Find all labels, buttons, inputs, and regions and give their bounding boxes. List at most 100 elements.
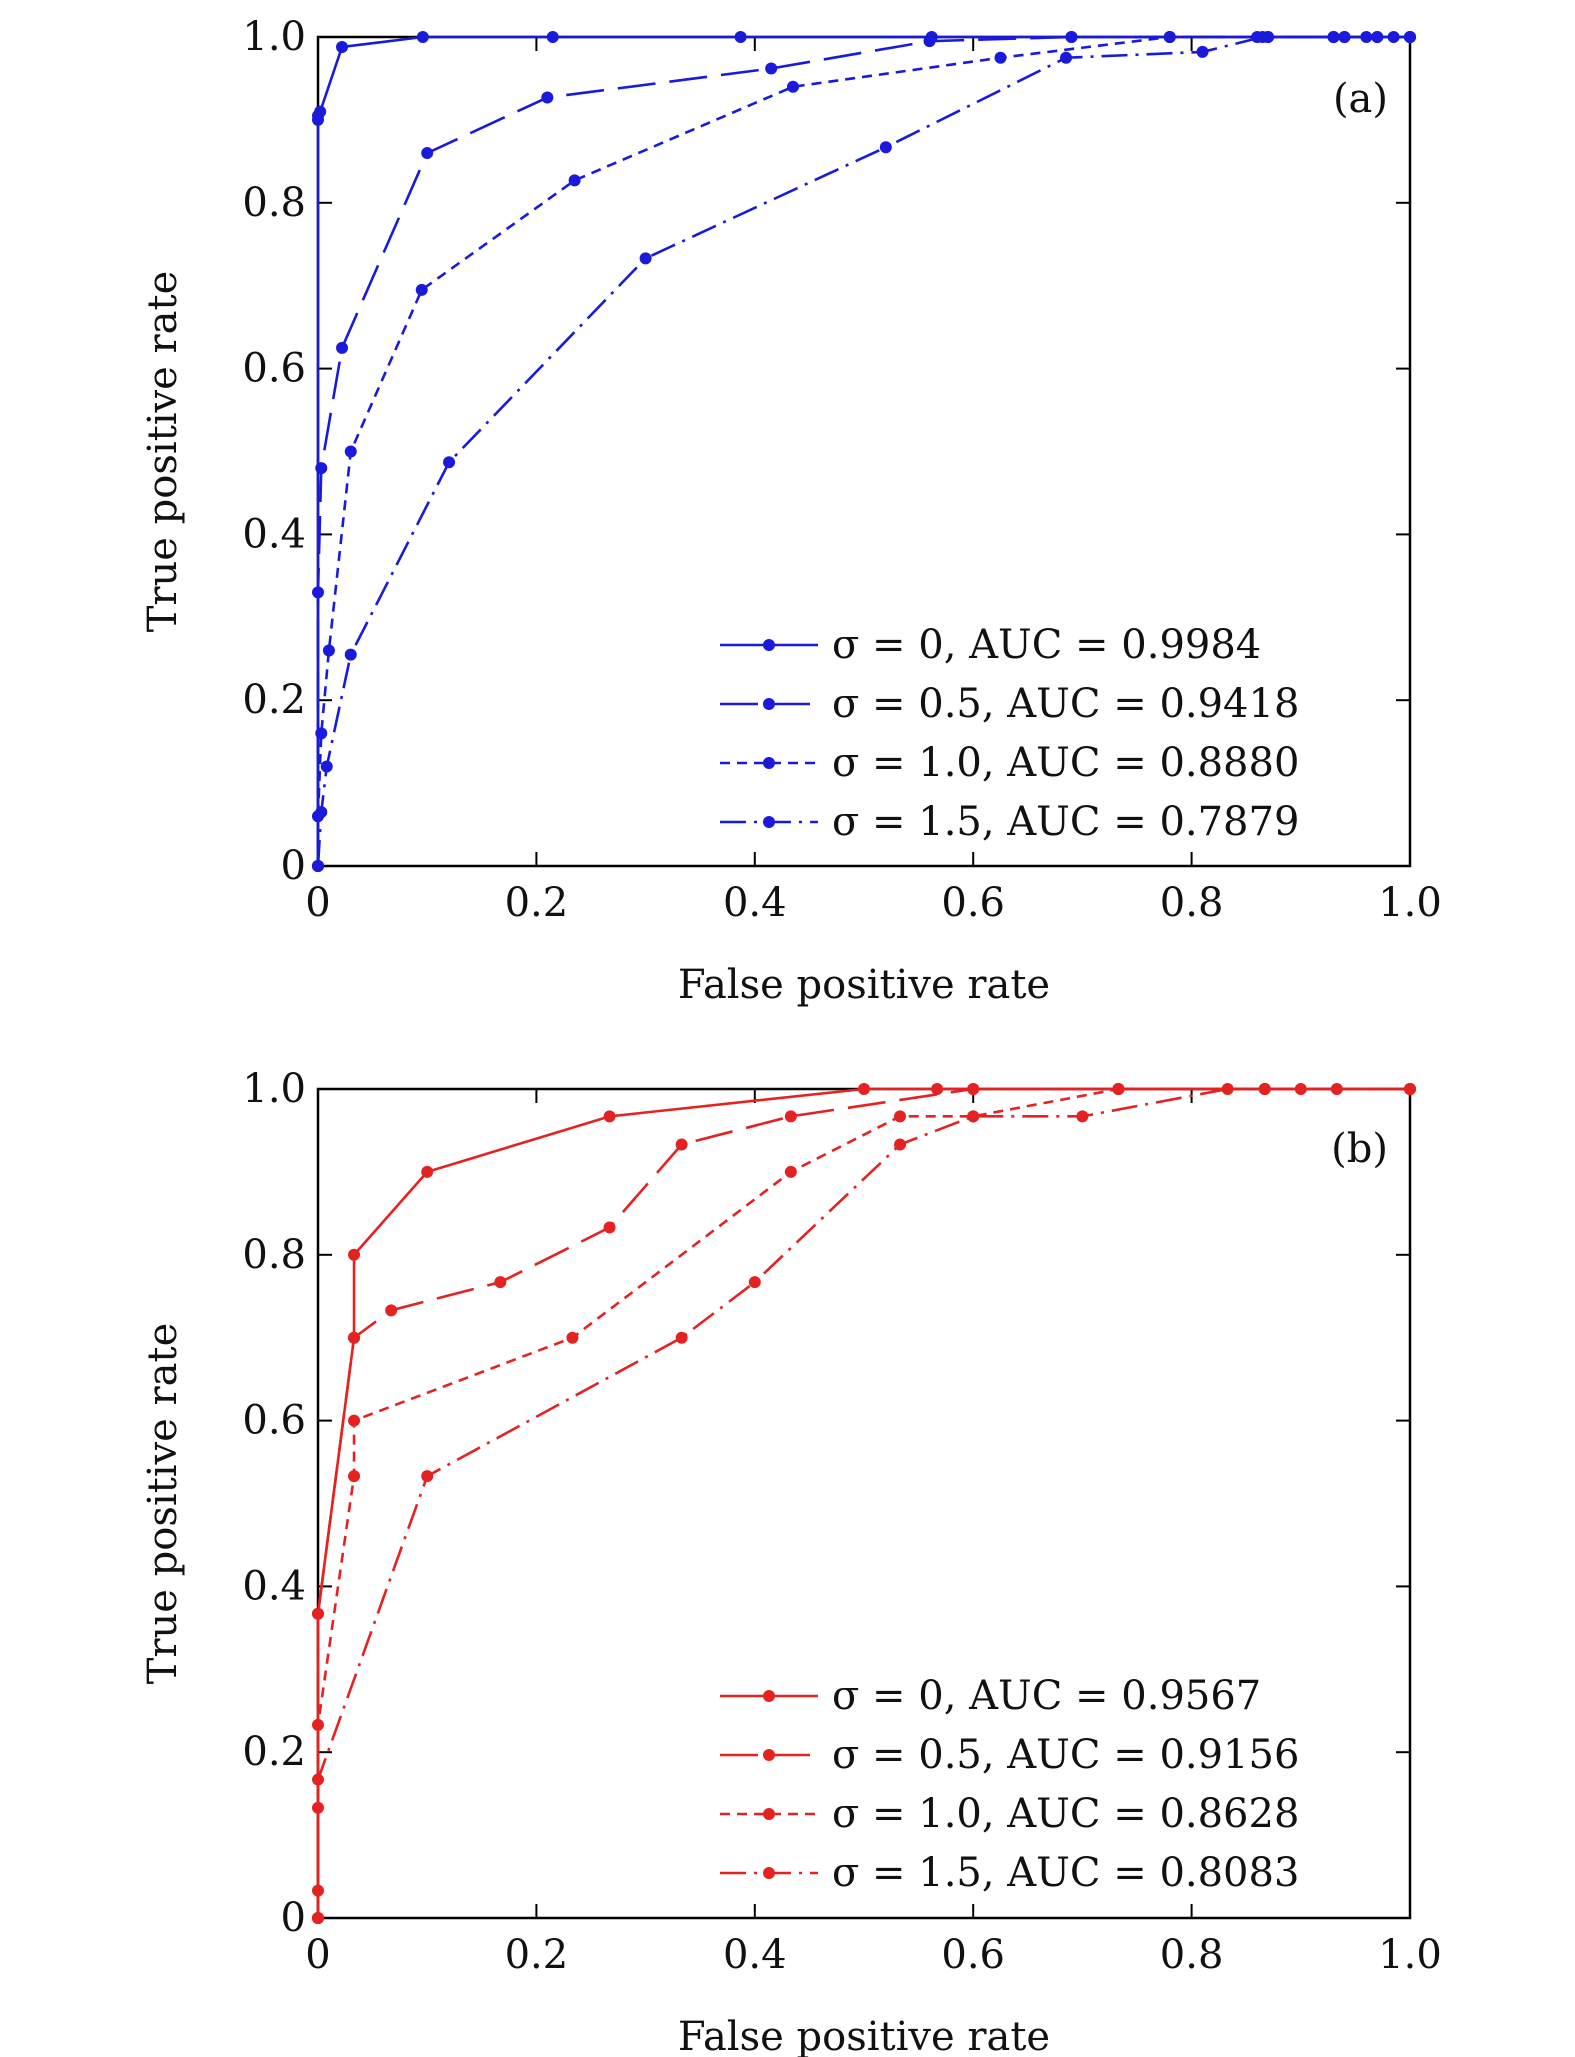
data-point — [1065, 31, 1078, 43]
data-point — [546, 31, 559, 43]
data-point — [748, 1276, 761, 1289]
data-point — [1163, 31, 1176, 43]
data-point — [541, 91, 554, 104]
data-point — [765, 62, 778, 75]
data-point — [1294, 1083, 1307, 1095]
y-tick-label: 1.0 — [242, 1066, 306, 1112]
data-point — [931, 1083, 944, 1095]
data-point — [312, 586, 324, 599]
data-point — [1221, 1083, 1234, 1095]
data-point — [603, 1221, 616, 1234]
series-line — [316, 35, 1410, 867]
data-point — [315, 727, 328, 740]
data-point — [494, 1276, 507, 1289]
data-point — [1256, 31, 1269, 43]
x-tick-label: 0.2 — [505, 880, 569, 926]
x-tick-label: 0.6 — [941, 1932, 1005, 1978]
legend-entry: σ = 1.5, AUC = 0.8083 — [720, 1850, 1299, 1896]
data-point — [923, 35, 936, 48]
legend-marker — [763, 1808, 775, 1820]
data-point — [639, 252, 652, 265]
data-point — [314, 105, 327, 118]
legend-marker — [763, 1867, 775, 1879]
data-point — [1060, 51, 1073, 64]
data-point — [344, 445, 357, 458]
y-axis-label: True positive rate — [140, 271, 186, 633]
data-point — [336, 40, 349, 53]
x-tick-label: 0 — [305, 880, 330, 926]
legend-entry: σ = 0, AUC = 0.9567 — [720, 1673, 1261, 1719]
data-point — [603, 1110, 616, 1123]
legend-entry: σ = 0.5, AUC = 0.9418 — [720, 681, 1299, 727]
data-point — [421, 1165, 434, 1178]
y-tick-label: 0.6 — [242, 1398, 306, 1444]
data-point — [348, 1414, 361, 1427]
panel-b: 0 0.2 0.4 0.6 0.8 1.0 0 0.2 0.4 0.6 0.8 1.0 False po… — [140, 1066, 1442, 2057]
data-point — [385, 1304, 398, 1317]
data-point — [348, 1248, 361, 1261]
data-point — [312, 1912, 324, 1924]
series-3 — [312, 1083, 1416, 1924]
data-point — [675, 1331, 688, 1344]
x-tick-label: 0.8 — [1160, 880, 1224, 926]
x-axis-label: False positive rate — [678, 962, 1050, 1008]
data-point — [1196, 45, 1209, 58]
y-tick-label: 0.4 — [242, 1563, 306, 1609]
series-3 — [312, 31, 1416, 872]
data-point — [734, 31, 747, 43]
legend-label: σ = 1.5, AUC = 0.8083 — [832, 1850, 1299, 1896]
data-point — [415, 283, 428, 296]
legend-label: σ = 0, AUC = 0.9567 — [832, 1673, 1261, 1719]
legend-entry: σ = 1.0, AUC = 0.8880 — [720, 740, 1299, 786]
data-point — [315, 462, 328, 475]
y-tick-label: 0.4 — [242, 511, 306, 557]
x-tick-label: 0 — [305, 1932, 330, 1978]
legend-label: σ = 1.0, AUC = 0.8880 — [832, 740, 1299, 786]
legend-marker — [763, 1690, 775, 1702]
x-tick-label: 0.8 — [1160, 1932, 1224, 1978]
data-point — [312, 1884, 324, 1897]
data-point — [858, 1083, 870, 1095]
legend-marker — [763, 816, 775, 828]
legend-marker — [763, 757, 775, 769]
data-point — [344, 648, 357, 661]
x-tick-label: 1.0 — [1378, 880, 1442, 926]
data-point — [312, 1773, 324, 1786]
data-point — [967, 1083, 980, 1095]
legend-marker — [763, 639, 775, 651]
legend-marker — [763, 1749, 775, 1761]
legend-entry: σ = 1.5, AUC = 0.7879 — [720, 799, 1299, 845]
data-point — [784, 1165, 797, 1178]
data-point — [315, 806, 328, 819]
data-point — [416, 31, 429, 43]
x-tick-label: 0.4 — [723, 880, 787, 926]
panel-tag: (a) — [1333, 76, 1388, 122]
data-point — [1076, 1110, 1089, 1123]
data-point — [784, 1110, 797, 1123]
data-point — [566, 1331, 579, 1344]
data-point — [894, 1138, 907, 1151]
legend-entry: σ = 1.0, AUC = 0.8628 — [720, 1791, 1299, 1837]
data-point — [322, 644, 335, 657]
y-tick-label: 0 — [281, 1895, 306, 1941]
legend-label: σ = 1.0, AUC = 0.8628 — [832, 1791, 1299, 1837]
data-point — [675, 1138, 688, 1151]
data-point — [1360, 31, 1373, 43]
y-tick-label: 1.0 — [242, 14, 306, 60]
legend-label: σ = 1.5, AUC = 0.7879 — [832, 799, 1299, 845]
data-point — [421, 1470, 434, 1483]
data-point — [967, 1110, 980, 1123]
panel-a: 0 0.2 0.4 0.6 0.8 1.0 0 0.2 0.4 0.6 0.8 1.0 False po… — [140, 14, 1442, 1008]
legend-entry: σ = 0.5, AUC = 0.9156 — [720, 1732, 1299, 1778]
legend-marker — [763, 698, 775, 710]
legend-label: σ = 0.5, AUC = 0.9418 — [832, 681, 1299, 727]
y-tick-label: 0.8 — [242, 180, 306, 226]
data-point — [421, 147, 434, 160]
data-point — [1404, 1083, 1416, 1095]
data-point — [336, 341, 349, 354]
data-point — [879, 141, 892, 154]
y-tick-label: 0.2 — [242, 1729, 306, 1775]
x-tick-label: 1.0 — [1378, 1932, 1442, 1978]
panel-tag: (b) — [1331, 1126, 1388, 1172]
